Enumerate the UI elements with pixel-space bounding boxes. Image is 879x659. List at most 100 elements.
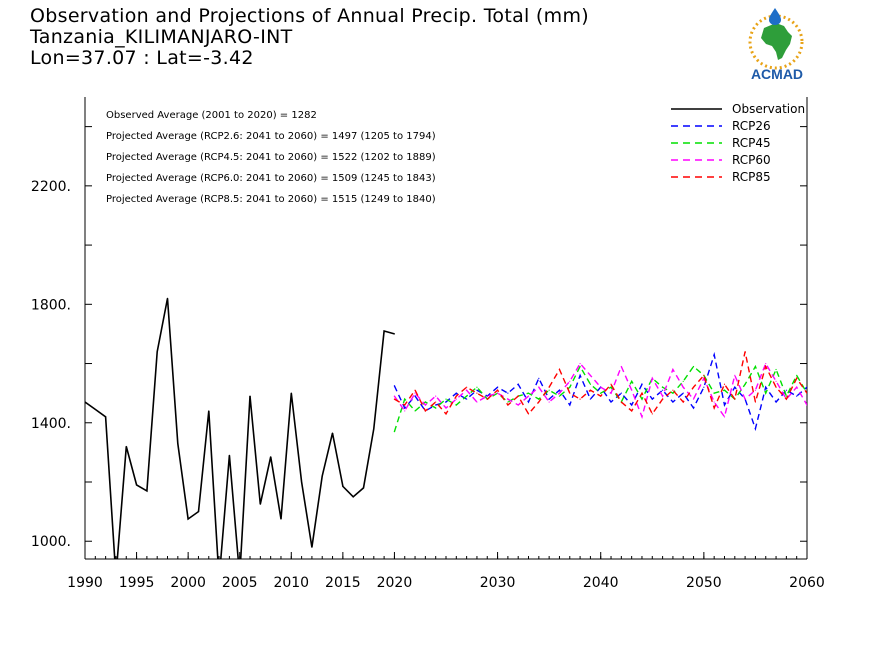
point-observation (342, 485, 344, 488)
point-observation (156, 351, 158, 353)
point-observation (105, 416, 107, 418)
point-rcp26 (651, 398, 653, 400)
point-rcp26 (589, 398, 592, 400)
point-rcp45 (558, 395, 561, 397)
point-rcp45 (600, 392, 602, 394)
point-rcp45 (476, 386, 478, 388)
point-rcp60 (507, 398, 509, 400)
point-rcp60 (631, 389, 633, 391)
station-name: Tanzania_KILIMANJARO-INT (30, 26, 293, 48)
x-tick-label: 2010 (273, 575, 309, 591)
x-tick-label: 2020 (377, 575, 413, 591)
point-rcp60 (486, 395, 488, 397)
point-observation (115, 576, 116, 577)
legend-label-rcp26: RCP26 (732, 119, 771, 133)
legend-label-rcp60: RCP60 (732, 153, 771, 167)
annotation-line: Projected Average (RCP6.0: 2041 to 2060)… (106, 173, 436, 184)
point-rcp26 (620, 392, 622, 394)
point-rcp45 (765, 392, 767, 394)
acmad-logo: ACMAD (748, 8, 804, 82)
point-rcp26 (579, 374, 581, 376)
point-rcp45 (610, 386, 612, 388)
legend-label-observation: Observation (732, 102, 805, 116)
point-rcp26 (703, 386, 705, 388)
point-rcp26 (610, 401, 612, 403)
point-rcp60 (496, 392, 499, 394)
point-rcp26 (414, 395, 416, 397)
point-rcp60 (569, 380, 571, 382)
annotation-block: Observed Average (2001 to 2020) = 1282 Pr… (106, 110, 436, 205)
point-rcp26 (631, 404, 633, 406)
point-rcp60 (466, 389, 468, 391)
point-rcp60 (404, 410, 406, 412)
point-rcp26 (538, 377, 540, 379)
point-rcp85 (620, 401, 622, 403)
point-rcp60 (641, 416, 643, 418)
point-rcp45 (538, 398, 540, 400)
point-rcp45 (744, 383, 746, 385)
point-rcp85 (414, 389, 416, 391)
point-rcp26 (672, 401, 674, 403)
x-tick-label: 2005 (222, 575, 258, 591)
chart-title: Observation and Projections of Annual Pr… (30, 5, 589, 27)
series-layer (85, 297, 807, 580)
point-rcp45 (672, 392, 674, 394)
point-rcp45 (785, 395, 787, 397)
point-rcp60 (682, 386, 684, 388)
point-rcp85 (806, 392, 807, 394)
point-rcp45 (424, 401, 426, 403)
point-rcp85 (589, 389, 592, 391)
point-rcp60 (775, 380, 777, 382)
x-tick-label: 2015 (325, 575, 361, 591)
point-rcp60 (414, 392, 416, 394)
point-rcp60 (713, 401, 715, 403)
point-observation (321, 475, 323, 477)
point-rcp26 (445, 401, 447, 403)
point-rcp45 (662, 386, 664, 388)
point-observation (166, 297, 169, 299)
point-rcp60 (662, 395, 664, 397)
point-observation (146, 490, 148, 492)
point-rcp45 (548, 389, 550, 391)
point-rcp60 (692, 398, 695, 400)
point-rcp60 (558, 392, 561, 394)
series-observation (85, 298, 395, 559)
point-rcp26 (558, 389, 561, 391)
point-rcp60 (765, 362, 767, 365)
point-rcp26 (806, 386, 807, 388)
point-rcp85 (713, 407, 715, 409)
point-observation (270, 456, 272, 458)
point-rcp85 (538, 401, 540, 403)
point-rcp45 (754, 365, 757, 368)
point-rcp26 (754, 428, 757, 430)
point-rcp26 (527, 401, 530, 403)
point-rcp85 (754, 401, 757, 403)
point-rcp45 (631, 380, 633, 382)
y-tick-label: 2200. (31, 179, 71, 195)
legend-label-rcp45: RCP45 (732, 136, 771, 150)
point-rcp60 (435, 395, 437, 397)
point-rcp26 (713, 354, 715, 356)
point-rcp26 (641, 383, 643, 385)
point-rcp45 (589, 383, 592, 385)
x-tick-label: 1990 (67, 575, 103, 591)
point-rcp85 (703, 374, 705, 376)
y-tick-label: 1400. (31, 416, 71, 432)
annotation-line: Projected Average (RCP8.5: 2041 to 2060)… (106, 194, 436, 205)
point-rcp85 (610, 383, 612, 385)
point-rcp26 (734, 386, 736, 388)
point-rcp26 (796, 395, 798, 397)
tick-labels: 1000. 1400. 1800. 2200. 1990 1995 2000 2005 2010… (31, 179, 825, 591)
station-coords: Lon=37.07 : Lat=-3.42 (30, 47, 254, 69)
point-rcp26 (476, 389, 478, 391)
point-rcp85 (775, 386, 777, 388)
point-rcp85 (393, 398, 396, 400)
point-rcp60 (393, 395, 396, 397)
point-rcp85 (641, 392, 643, 394)
point-rcp26 (765, 386, 767, 388)
point-observation (352, 496, 354, 498)
x-tick-label: 2050 (686, 575, 722, 591)
point-rcp60 (796, 386, 798, 388)
point-observation (218, 579, 219, 580)
